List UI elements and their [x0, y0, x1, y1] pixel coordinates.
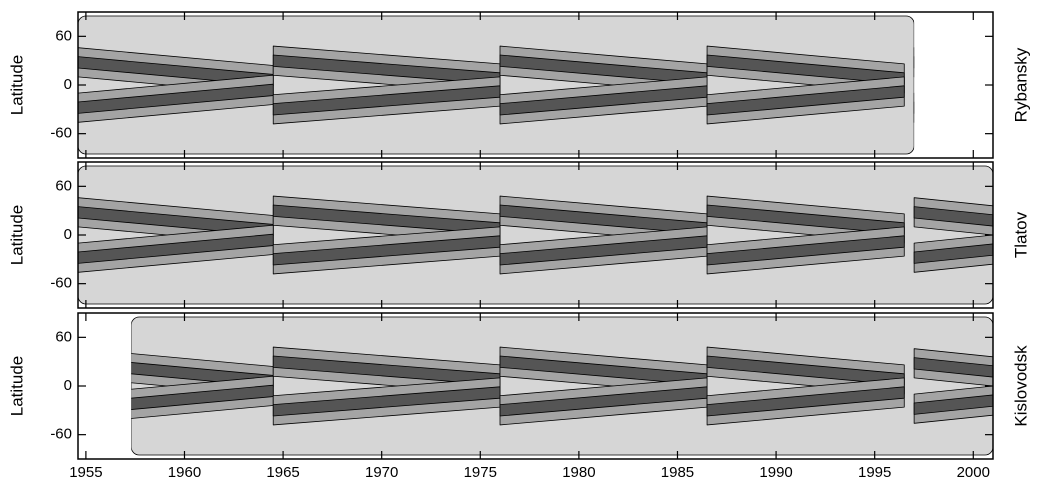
wing-core: [913, 101, 915, 114]
x-tick-label: 1980: [562, 464, 595, 481]
y-axis-label: Latitude: [7, 55, 26, 116]
x-tick-label: 1965: [266, 464, 299, 481]
y-axis-label: Latitude: [7, 356, 26, 417]
x-tick-label: 1985: [661, 464, 694, 481]
y-tick-label: 0: [64, 377, 72, 394]
y-tick-label: 60: [55, 27, 72, 44]
y-tick-label: 0: [64, 76, 72, 93]
x-tick-label: 1995: [858, 464, 891, 481]
wing-core: [913, 56, 915, 69]
panel-name: Rybansky: [1011, 47, 1030, 122]
wing-core: [913, 394, 993, 415]
coverage: [131, 316, 993, 456]
y-tick-label: -60: [50, 125, 72, 142]
wing-envelope: [913, 47, 915, 78]
wing-core: [913, 357, 993, 378]
contour-field: [131, 316, 993, 456]
x-tick-label: 2000: [957, 464, 990, 481]
y-tick-label: 60: [55, 177, 72, 194]
wing-core: [913, 243, 993, 264]
x-tick-label: 1970: [365, 464, 398, 481]
wing-core: [706, 85, 905, 116]
x-tick-label: 1990: [759, 464, 792, 481]
x-tick-label: 1955: [69, 464, 102, 481]
wing-core: [706, 235, 905, 266]
y-tick-label: 60: [55, 328, 72, 345]
contour-field: [78, 15, 915, 155]
wing-envelope: [913, 92, 915, 123]
y-tick-label: 0: [64, 226, 72, 243]
panel-name: Kislovodsk: [1011, 345, 1030, 427]
wing-core: [913, 206, 993, 227]
y-tick-label: -60: [50, 275, 72, 292]
panel-name: Tlatov: [1011, 211, 1030, 258]
wing-core: [706, 386, 905, 417]
contour-field: [78, 165, 993, 305]
y-tick-label: -60: [50, 426, 72, 443]
x-tick-label: 1960: [168, 464, 201, 481]
x-tick-label: 1975: [464, 464, 497, 481]
y-axis-label: Latitude: [7, 205, 26, 266]
